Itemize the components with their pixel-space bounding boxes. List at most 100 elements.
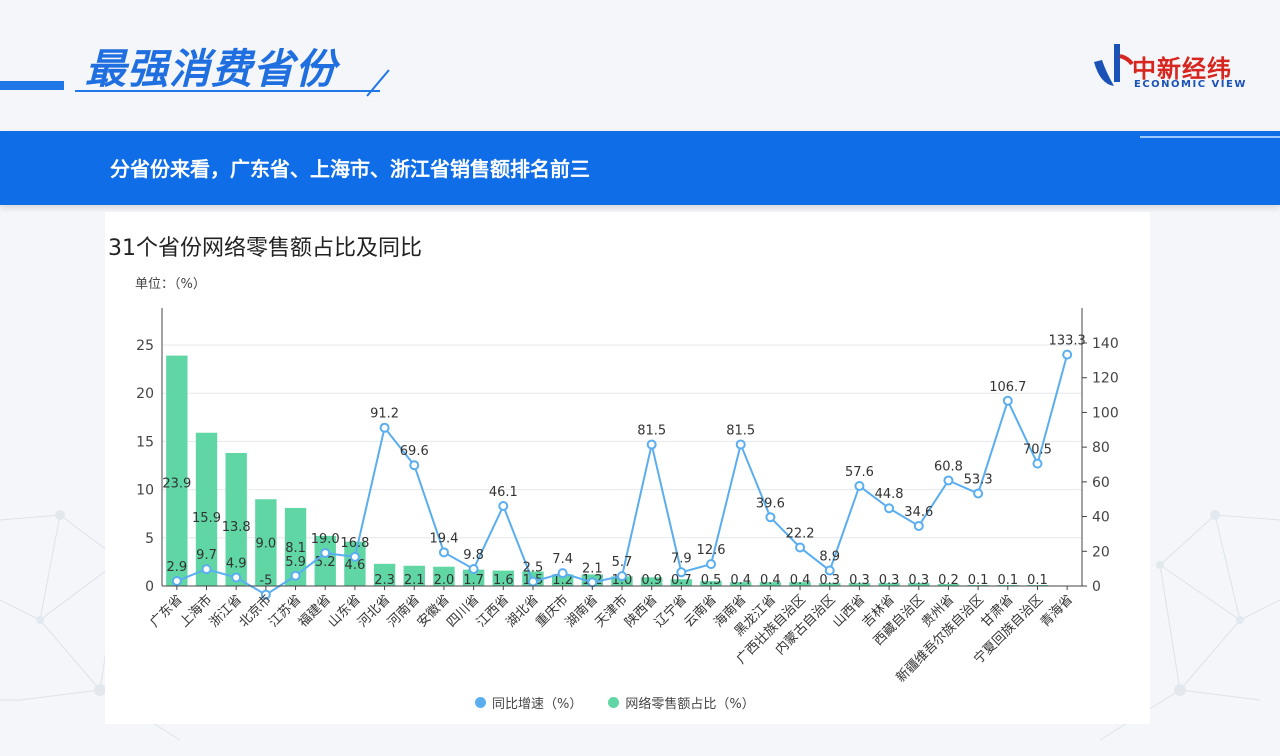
growth-value-label: 69.6 (400, 444, 429, 459)
bar[interactable] (937, 584, 960, 586)
growth-point[interactable] (617, 571, 627, 582)
legend-label-share: 网络零售额占比（%） (625, 697, 755, 712)
growth-point[interactable] (943, 475, 954, 486)
growth-point[interactable] (735, 439, 746, 450)
x-tick-label: 河北省 (355, 592, 393, 630)
bar[interactable] (314, 535, 336, 586)
growth-value-label: 2.9 (166, 560, 187, 575)
bar[interactable] (611, 576, 633, 586)
growth-point[interactable] (1032, 458, 1043, 469)
x-tick-label: 湖南省 (562, 592, 601, 631)
bar-value-label: 0.1 (968, 573, 989, 588)
growth-value-label: 57.6 (845, 465, 874, 480)
bar[interactable] (670, 579, 693, 586)
bar-value-label: 2.0 (434, 573, 455, 588)
growth-point[interactable] (676, 567, 687, 578)
growth-point[interactable] (824, 565, 835, 576)
y-right-tick-label: 80 (1092, 440, 1110, 456)
x-tick-label: 山东省 (326, 592, 364, 630)
logo-mark-icon (1094, 44, 1134, 86)
bar[interactable] (255, 499, 277, 586)
chart-title: 31个省份网络零售额占比及同比 (108, 236, 422, 261)
banner-accent-line (1140, 136, 1280, 138)
bar[interactable] (166, 355, 188, 586)
bar[interactable] (225, 452, 247, 586)
growth-point[interactable] (349, 551, 360, 562)
bar-value-label: 4.6 (345, 558, 366, 573)
growth-value-label: 9.7 (196, 548, 217, 563)
bar[interactable] (462, 569, 485, 586)
bar[interactable] (819, 583, 841, 586)
x-tick-label: 江苏省 (265, 592, 304, 631)
growth-value-label: -5 (259, 574, 272, 589)
growth-point[interactable] (260, 589, 271, 600)
growth-value-label: 5.9 (285, 555, 306, 570)
x-tick-label: 重庆市 (533, 592, 572, 631)
bar[interactable] (878, 583, 900, 586)
x-tick-label: 山西省 (830, 592, 868, 630)
bar[interactable] (195, 432, 218, 586)
growth-point[interactable] (498, 500, 509, 511)
growth-point[interactable] (320, 548, 331, 559)
bar[interactable] (433, 566, 455, 586)
bar-value-label: 2.1 (404, 573, 425, 588)
y-left-tick-label: 0 (145, 579, 154, 595)
growth-point[interactable] (706, 559, 717, 570)
growth-point[interactable] (231, 572, 242, 583)
bar[interactable] (551, 574, 574, 586)
bar[interactable] (700, 581, 722, 586)
x-tick-label: 福建省 (296, 592, 334, 630)
growth-point[interactable] (379, 422, 390, 433)
growth-point[interactable] (171, 575, 182, 586)
title-underline (75, 90, 380, 92)
growth-point[interactable] (468, 563, 479, 574)
growth-point[interactable] (409, 460, 420, 471)
growth-point[interactable] (1002, 395, 1013, 406)
bar[interactable] (759, 582, 782, 586)
bar[interactable] (344, 541, 366, 586)
growth-point[interactable] (646, 439, 657, 450)
bar[interactable] (848, 583, 871, 586)
bar[interactable] (492, 570, 514, 586)
growth-point[interactable] (795, 542, 806, 553)
growth-point[interactable] (438, 547, 449, 558)
chart-card (105, 212, 1150, 724)
bar[interactable] (789, 582, 811, 586)
growth-value-label: 81.5 (726, 424, 755, 439)
bar-value-label: 0.3 (879, 573, 900, 588)
bar[interactable] (284, 507, 307, 586)
growth-point[interactable] (527, 576, 538, 587)
growth-value-label: 9.8 (463, 548, 484, 563)
growth-point[interactable] (854, 481, 865, 492)
growth-value-label: 19.4 (429, 531, 458, 546)
legend-item-growth[interactable]: 同比增速（%） (475, 693, 582, 712)
growth-point[interactable] (913, 520, 924, 531)
growth-point[interactable] (587, 577, 598, 588)
y-right-tick-label: 120 (1092, 371, 1119, 387)
bar-value-label: 0.4 (760, 573, 781, 588)
x-tick-label: 广东省 (147, 592, 185, 630)
growth-point[interactable] (201, 564, 212, 575)
growth-point[interactable] (884, 503, 895, 514)
bar-value-label: 0.1 (1027, 573, 1048, 588)
x-tick-label: 四川省 (444, 592, 482, 630)
legend-item-share[interactable]: 网络零售额占比（%） (608, 693, 755, 712)
bar-value-label: 0.4 (730, 573, 751, 588)
banner-text: 分省份来看，广东省、上海市、浙江省销售额排名前三 (110, 157, 590, 181)
bar[interactable] (403, 565, 425, 586)
bar[interactable] (640, 577, 663, 586)
bar-value-label: 15.9 (192, 511, 221, 526)
bar[interactable] (373, 563, 396, 586)
growth-point[interactable] (1062, 349, 1073, 360)
growth-value-label: 39.6 (756, 496, 785, 511)
bar-value-label: 13.8 (222, 520, 251, 535)
growth-point[interactable] (290, 570, 301, 581)
bar[interactable] (730, 582, 752, 586)
bar[interactable] (908, 583, 930, 586)
growth-point[interactable] (557, 568, 568, 579)
growth-value-label: 2.1 (582, 561, 603, 576)
growth-point[interactable] (765, 512, 776, 523)
growth-point[interactable] (973, 488, 984, 499)
growth-value-label: 133.3 (1049, 334, 1086, 349)
